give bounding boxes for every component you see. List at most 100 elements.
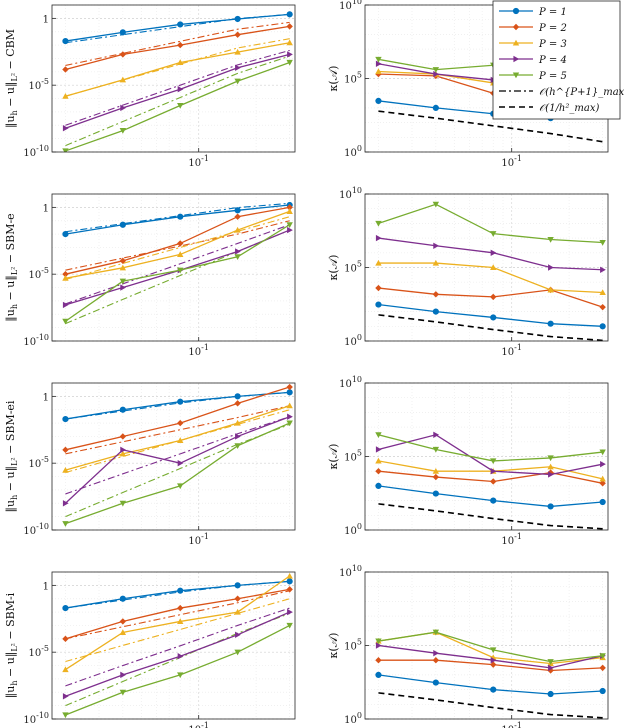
x-tick-label: 10-1	[188, 343, 209, 358]
data-point	[432, 657, 440, 664]
data-point	[119, 264, 127, 271]
data-point	[62, 446, 69, 454]
grid	[52, 571, 295, 720]
data-point	[62, 415, 69, 423]
data-point	[599, 323, 606, 330]
data-point	[119, 257, 127, 265]
reference-line	[378, 692, 603, 719]
data-point	[177, 419, 184, 427]
reference-line	[65, 416, 290, 495]
data-point	[490, 293, 497, 301]
panel-4: 1 10-5 10-10 10-1 ‖uh − u‖L² − SBM-ei	[4, 382, 296, 547]
grid	[52, 382, 295, 531]
data-point	[286, 402, 293, 409]
series-1	[62, 578, 293, 612]
data-point	[375, 284, 382, 292]
axes-box	[51, 193, 296, 342]
y-tick-label: 1010	[339, 375, 362, 390]
data-point	[234, 31, 241, 38]
series-2	[62, 204, 293, 278]
data-point	[548, 664, 554, 672]
data-point	[547, 320, 554, 327]
data-point	[177, 102, 184, 109]
data-point	[375, 446, 382, 453]
reference-line	[378, 110, 603, 143]
data-point	[119, 221, 126, 228]
data-point	[286, 204, 293, 211]
data-point	[490, 661, 497, 668]
data-point	[375, 642, 382, 649]
legend-label: 𝒪(1/h²_max)	[539, 103, 599, 114]
data-point	[375, 259, 382, 266]
y-tick-label: 105	[344, 638, 362, 653]
data-point	[62, 301, 69, 309]
data-point	[177, 437, 184, 444]
data-point	[177, 21, 184, 28]
panels: 1 10-5 10-10 10-1 ‖uh − u‖L² − CBM 1010 105 100…	[4, 0, 609, 728]
data-point	[432, 291, 440, 298]
data-point	[599, 303, 606, 311]
reference-line	[65, 38, 290, 97]
data-point	[286, 572, 293, 579]
data-point	[62, 66, 69, 73]
x-tick-label: 10-1	[501, 532, 522, 547]
y-tick-label: 1	[43, 581, 49, 592]
data-point	[490, 468, 497, 475]
data-point	[286, 383, 293, 391]
x-tick-label: 10-1	[501, 343, 522, 358]
data-point	[375, 432, 382, 438]
data-point	[119, 76, 127, 83]
axes-box	[51, 571, 296, 720]
data-point	[120, 446, 127, 454]
series-4	[375, 234, 606, 273]
data-point	[119, 433, 127, 440]
data-point	[548, 264, 554, 271]
data-point	[119, 689, 127, 696]
data-point	[287, 226, 293, 234]
data-point	[599, 687, 606, 695]
data-point	[490, 264, 497, 271]
data-point	[490, 458, 497, 465]
reference-line	[65, 224, 290, 305]
legend-entry: 𝒪(h^{P+1}_max)	[499, 87, 624, 98]
legend-marker	[513, 55, 520, 63]
series-5	[62, 59, 293, 152]
data-point	[286, 11, 293, 18]
data-point	[375, 457, 382, 464]
data-point	[119, 406, 126, 413]
series-5	[375, 629, 606, 665]
data-point	[547, 463, 554, 470]
reference-line	[65, 409, 290, 474]
series-3	[62, 402, 293, 473]
data-point	[599, 498, 606, 506]
reference-line	[65, 598, 290, 663]
series-1	[62, 11, 293, 45]
series-3	[62, 39, 293, 99]
y-tick-label: 10-5	[28, 266, 49, 281]
y-tick-label: 100	[344, 711, 362, 726]
data-point	[432, 446, 440, 453]
data-point	[375, 56, 382, 63]
data-point	[234, 48, 241, 55]
data-point	[62, 230, 69, 238]
legend-label: P = 2	[538, 23, 567, 34]
series-1	[62, 201, 293, 238]
data-point	[490, 478, 497, 485]
legend-label: P = 3	[538, 39, 567, 50]
data-point	[375, 657, 382, 664]
data-point	[490, 497, 497, 504]
legend-entry: P = 3	[499, 39, 567, 50]
data-point	[234, 419, 241, 426]
data-point	[119, 29, 126, 36]
data-point	[547, 286, 554, 293]
y-tick-label: 100	[344, 144, 362, 159]
legend-entry: 𝒪(1/h²_max)	[499, 103, 599, 114]
data-point	[177, 459, 184, 467]
data-point	[234, 649, 241, 656]
data-point	[490, 647, 497, 654]
data-point	[287, 51, 293, 58]
data-point	[375, 638, 382, 645]
data-point	[119, 618, 127, 625]
data-point	[432, 679, 439, 686]
data-point	[375, 234, 382, 242]
